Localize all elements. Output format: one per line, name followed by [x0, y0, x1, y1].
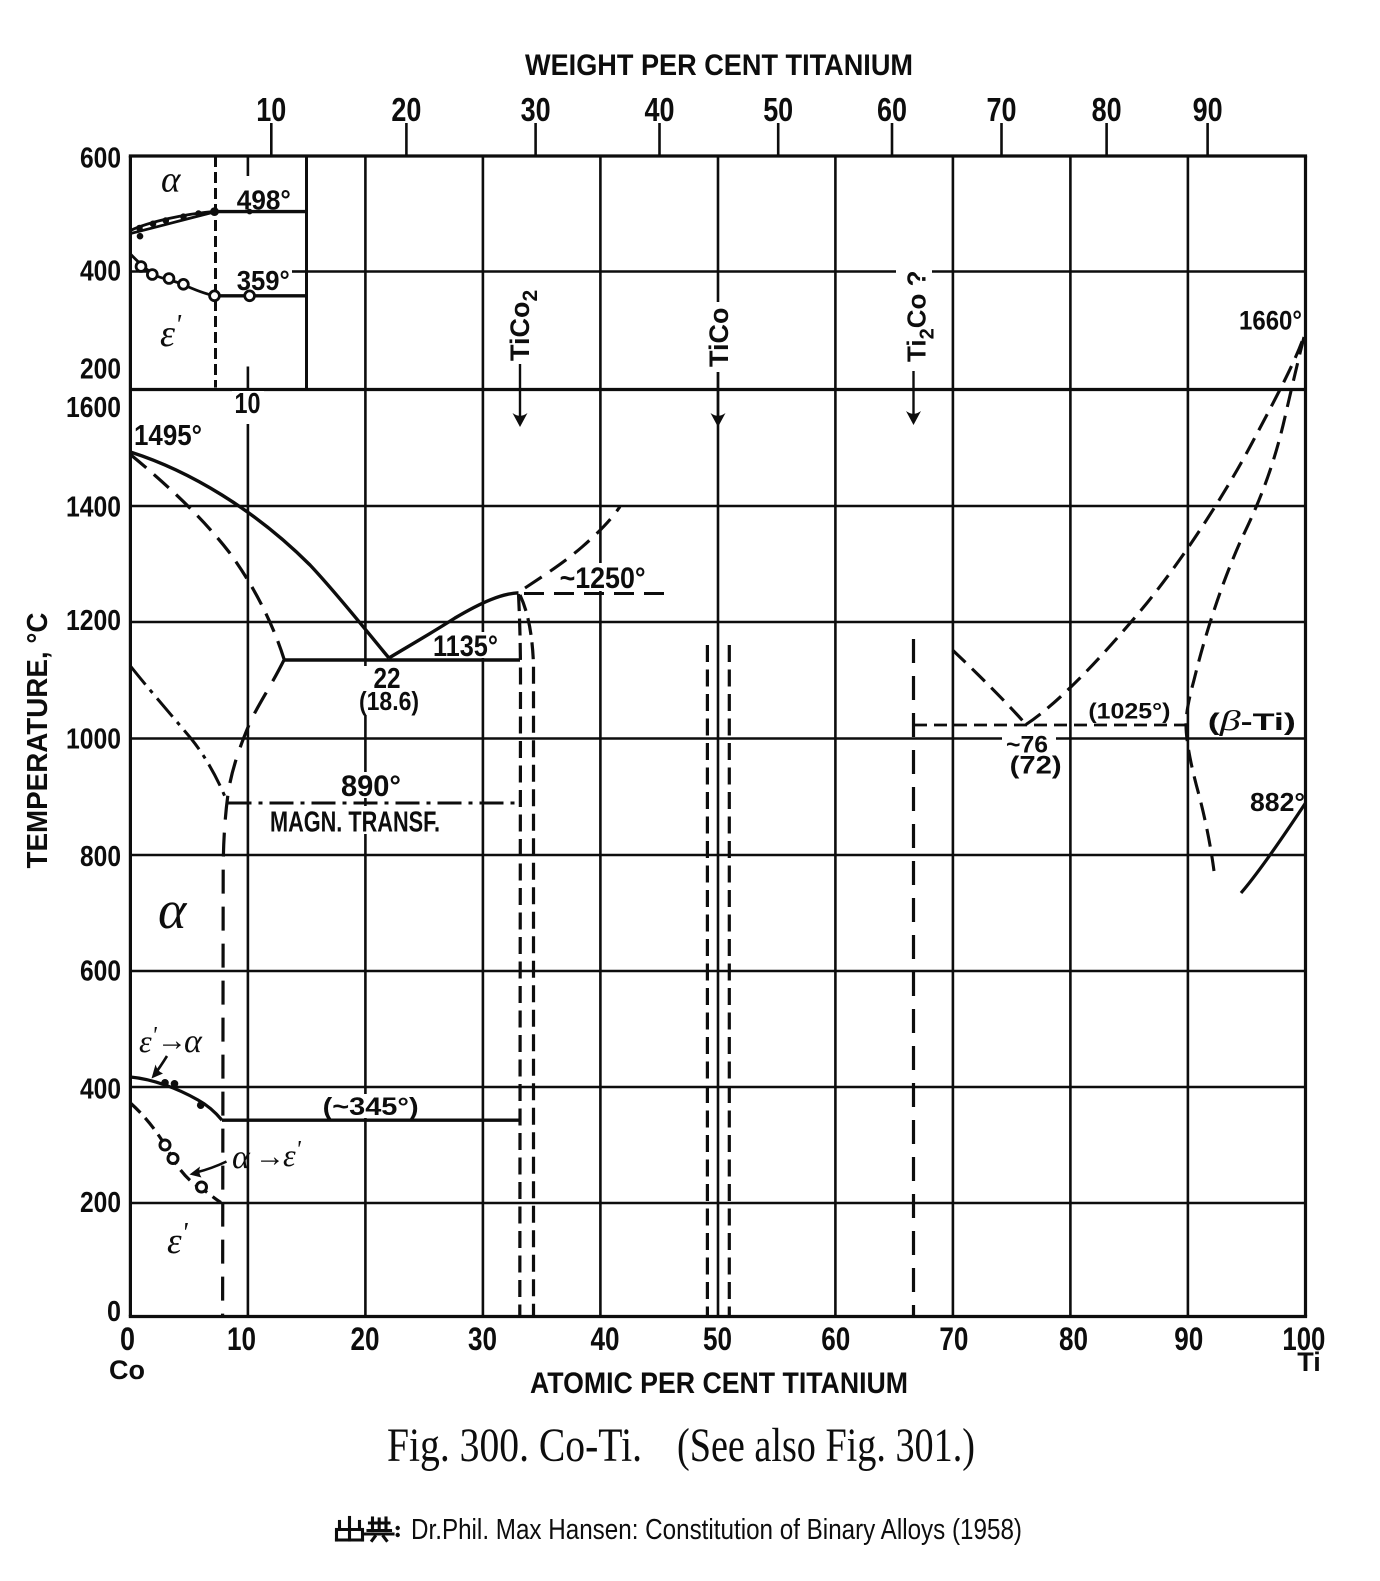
svg-text:600: 600 — [80, 956, 121, 988]
svg-text:60: 60 — [877, 91, 907, 128]
svg-text:80: 80 — [1092, 91, 1122, 128]
svg-text:ATOMIC PER CENT TITANIUM: ATOMIC PER CENT TITANIUM — [530, 1367, 908, 1400]
svg-text:359°: 359° — [237, 265, 290, 296]
svg-text:(18.6): (18.6) — [359, 686, 419, 716]
svg-text:20: 20 — [351, 1321, 380, 1357]
svg-text:→: → — [157, 1024, 187, 1057]
svg-text:α: α — [158, 880, 188, 940]
svg-text:50: 50 — [703, 1321, 732, 1357]
svg-text:890°: 890° — [341, 770, 401, 803]
svg-text:70: 70 — [939, 1321, 968, 1357]
svg-text:10: 10 — [235, 388, 261, 420]
svg-text:70: 70 — [987, 91, 1017, 128]
svg-text:1600: 1600 — [66, 392, 121, 424]
svg-text:40: 40 — [645, 91, 675, 128]
svg-text:1200: 1200 — [66, 605, 121, 637]
svg-text:30: 30 — [468, 1321, 497, 1357]
svg-text:0: 0 — [120, 1321, 135, 1357]
svg-text:40: 40 — [591, 1321, 620, 1357]
svg-text:~76: ~76 — [1006, 732, 1048, 759]
svg-text:MAGN. TRANSF.: MAGN. TRANSF. — [270, 807, 440, 839]
svg-text:30: 30 — [521, 91, 551, 128]
svg-text:Co: Co — [109, 1355, 145, 1385]
svg-text:(See also Fig. 301.): (See also Fig. 301.) — [677, 1419, 975, 1472]
svg-text:Ti: Ti — [1297, 1347, 1321, 1377]
svg-text:1000: 1000 — [66, 724, 121, 756]
svg-text:α: α — [232, 1139, 251, 1176]
svg-text:TiCo: TiCo — [704, 308, 734, 368]
svg-text:→: → — [255, 1140, 285, 1173]
svg-text:22: 22 — [374, 663, 401, 695]
svg-text:200: 200 — [80, 354, 121, 386]
svg-text:800: 800 — [80, 841, 121, 873]
svg-text:(72): (72) — [1010, 752, 1062, 780]
svg-text:(1025°): (1025°) — [1088, 699, 1170, 724]
svg-text:(~345°): (~345°) — [323, 1093, 419, 1121]
svg-text:20: 20 — [391, 91, 421, 128]
svg-text:10: 10 — [256, 91, 286, 128]
svg-text:1400: 1400 — [66, 492, 121, 524]
svg-text:400: 400 — [80, 256, 121, 288]
svg-text:882°: 882° — [1250, 787, 1305, 817]
svg-text:0: 0 — [107, 1296, 121, 1328]
svg-text:α: α — [161, 160, 182, 201]
svg-text:(β-Ti): (β -Ti) — [1208, 706, 1296, 737]
svg-text:10: 10 — [227, 1321, 256, 1357]
svg-text:90: 90 — [1174, 1321, 1203, 1357]
svg-text:~1250°: ~1250° — [560, 562, 646, 595]
svg-text:200: 200 — [80, 1187, 121, 1219]
svg-text:WEIGHT PER CENT TITANIUM: WEIGHT PER CENT TITANIUM — [525, 49, 913, 82]
svg-text:600: 600 — [80, 143, 121, 175]
svg-text:1495°: 1495° — [134, 420, 202, 452]
svg-text:1135°: 1135° — [433, 630, 498, 663]
svg-text:Fig. 300. Co-Ti.: Fig. 300. Co-Ti. — [387, 1419, 642, 1472]
svg-text:498°: 498° — [237, 185, 291, 216]
svg-text:80: 80 — [1059, 1321, 1088, 1357]
svg-text:1660°: 1660° — [1239, 306, 1302, 336]
svg-text:400: 400 — [80, 1074, 121, 1106]
svg-text:90: 90 — [1193, 91, 1223, 128]
svg-text:50: 50 — [763, 91, 793, 128]
svg-text:TEMPERATURE, °C: TEMPERATURE, °C — [22, 612, 54, 868]
svg-text:60: 60 — [821, 1321, 850, 1357]
svg-text:100: 100 — [1282, 1321, 1325, 1357]
svg-text:α: α — [184, 1023, 203, 1060]
svg-text:Dr.Phil. Max Hansen: Constitut: Dr.Phil. Max Hansen: Constitution of Bin… — [411, 1514, 1022, 1546]
